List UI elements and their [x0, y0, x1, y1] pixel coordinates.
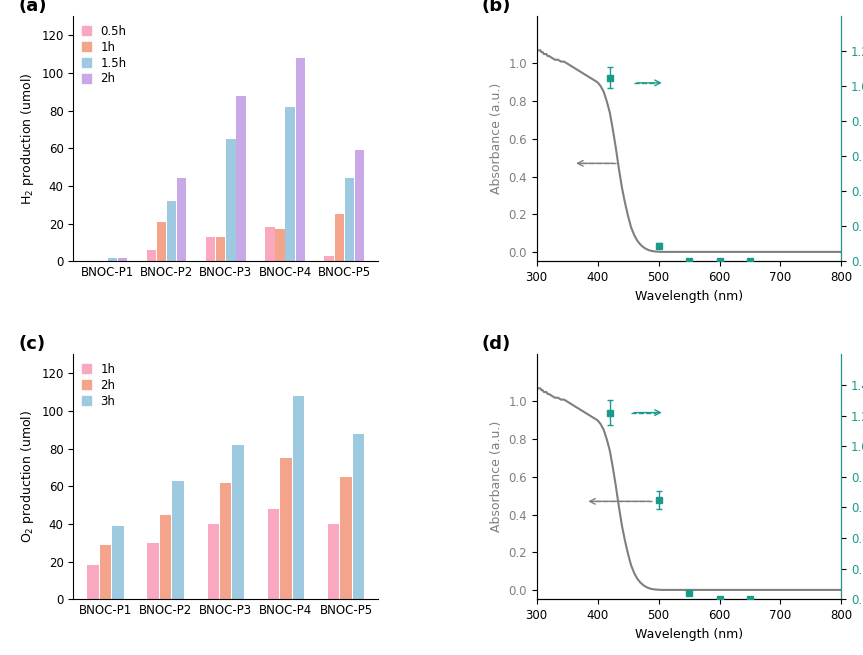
- X-axis label: Wavelength (nm): Wavelength (nm): [635, 627, 743, 641]
- Bar: [226, 139, 236, 261]
- Bar: [208, 524, 219, 599]
- Bar: [108, 257, 117, 261]
- Text: (b): (b): [482, 0, 511, 16]
- Text: (a): (a): [18, 0, 47, 16]
- Bar: [324, 255, 334, 261]
- Y-axis label: H$_2$ production (umol): H$_2$ production (umol): [19, 73, 35, 205]
- Bar: [167, 201, 176, 261]
- Bar: [355, 150, 364, 261]
- Bar: [147, 250, 156, 261]
- X-axis label: Wavelength (nm): Wavelength (nm): [635, 290, 743, 303]
- Bar: [265, 227, 274, 261]
- Bar: [268, 509, 280, 599]
- Bar: [177, 178, 186, 261]
- Bar: [335, 214, 344, 261]
- Bar: [345, 178, 354, 261]
- Bar: [286, 107, 295, 261]
- Bar: [236, 96, 246, 261]
- Bar: [340, 477, 352, 599]
- Bar: [280, 458, 292, 599]
- Text: (d): (d): [482, 335, 511, 354]
- Y-axis label: Absorbance (a.u.): Absorbance (a.u.): [489, 83, 503, 195]
- Bar: [206, 237, 215, 261]
- Bar: [157, 222, 166, 261]
- Y-axis label: O$_2$ production (umol): O$_2$ production (umol): [19, 410, 35, 544]
- Text: (c): (c): [18, 335, 46, 354]
- Bar: [232, 445, 244, 599]
- Bar: [216, 237, 225, 261]
- Bar: [293, 396, 304, 599]
- Bar: [296, 58, 305, 261]
- Bar: [148, 543, 159, 599]
- Bar: [117, 257, 127, 261]
- Bar: [328, 524, 339, 599]
- Bar: [160, 515, 171, 599]
- Bar: [173, 481, 184, 599]
- Bar: [275, 229, 285, 261]
- Bar: [220, 483, 231, 599]
- Bar: [112, 526, 123, 599]
- Legend: 0.5h, 1h, 1.5h, 2h: 0.5h, 1h, 1.5h, 2h: [77, 20, 131, 90]
- Bar: [99, 545, 111, 599]
- Bar: [353, 434, 364, 599]
- Legend: 1h, 2h, 3h: 1h, 2h, 3h: [77, 358, 120, 412]
- Bar: [87, 565, 98, 599]
- Y-axis label: Absorbance (a.u.): Absorbance (a.u.): [489, 421, 503, 533]
